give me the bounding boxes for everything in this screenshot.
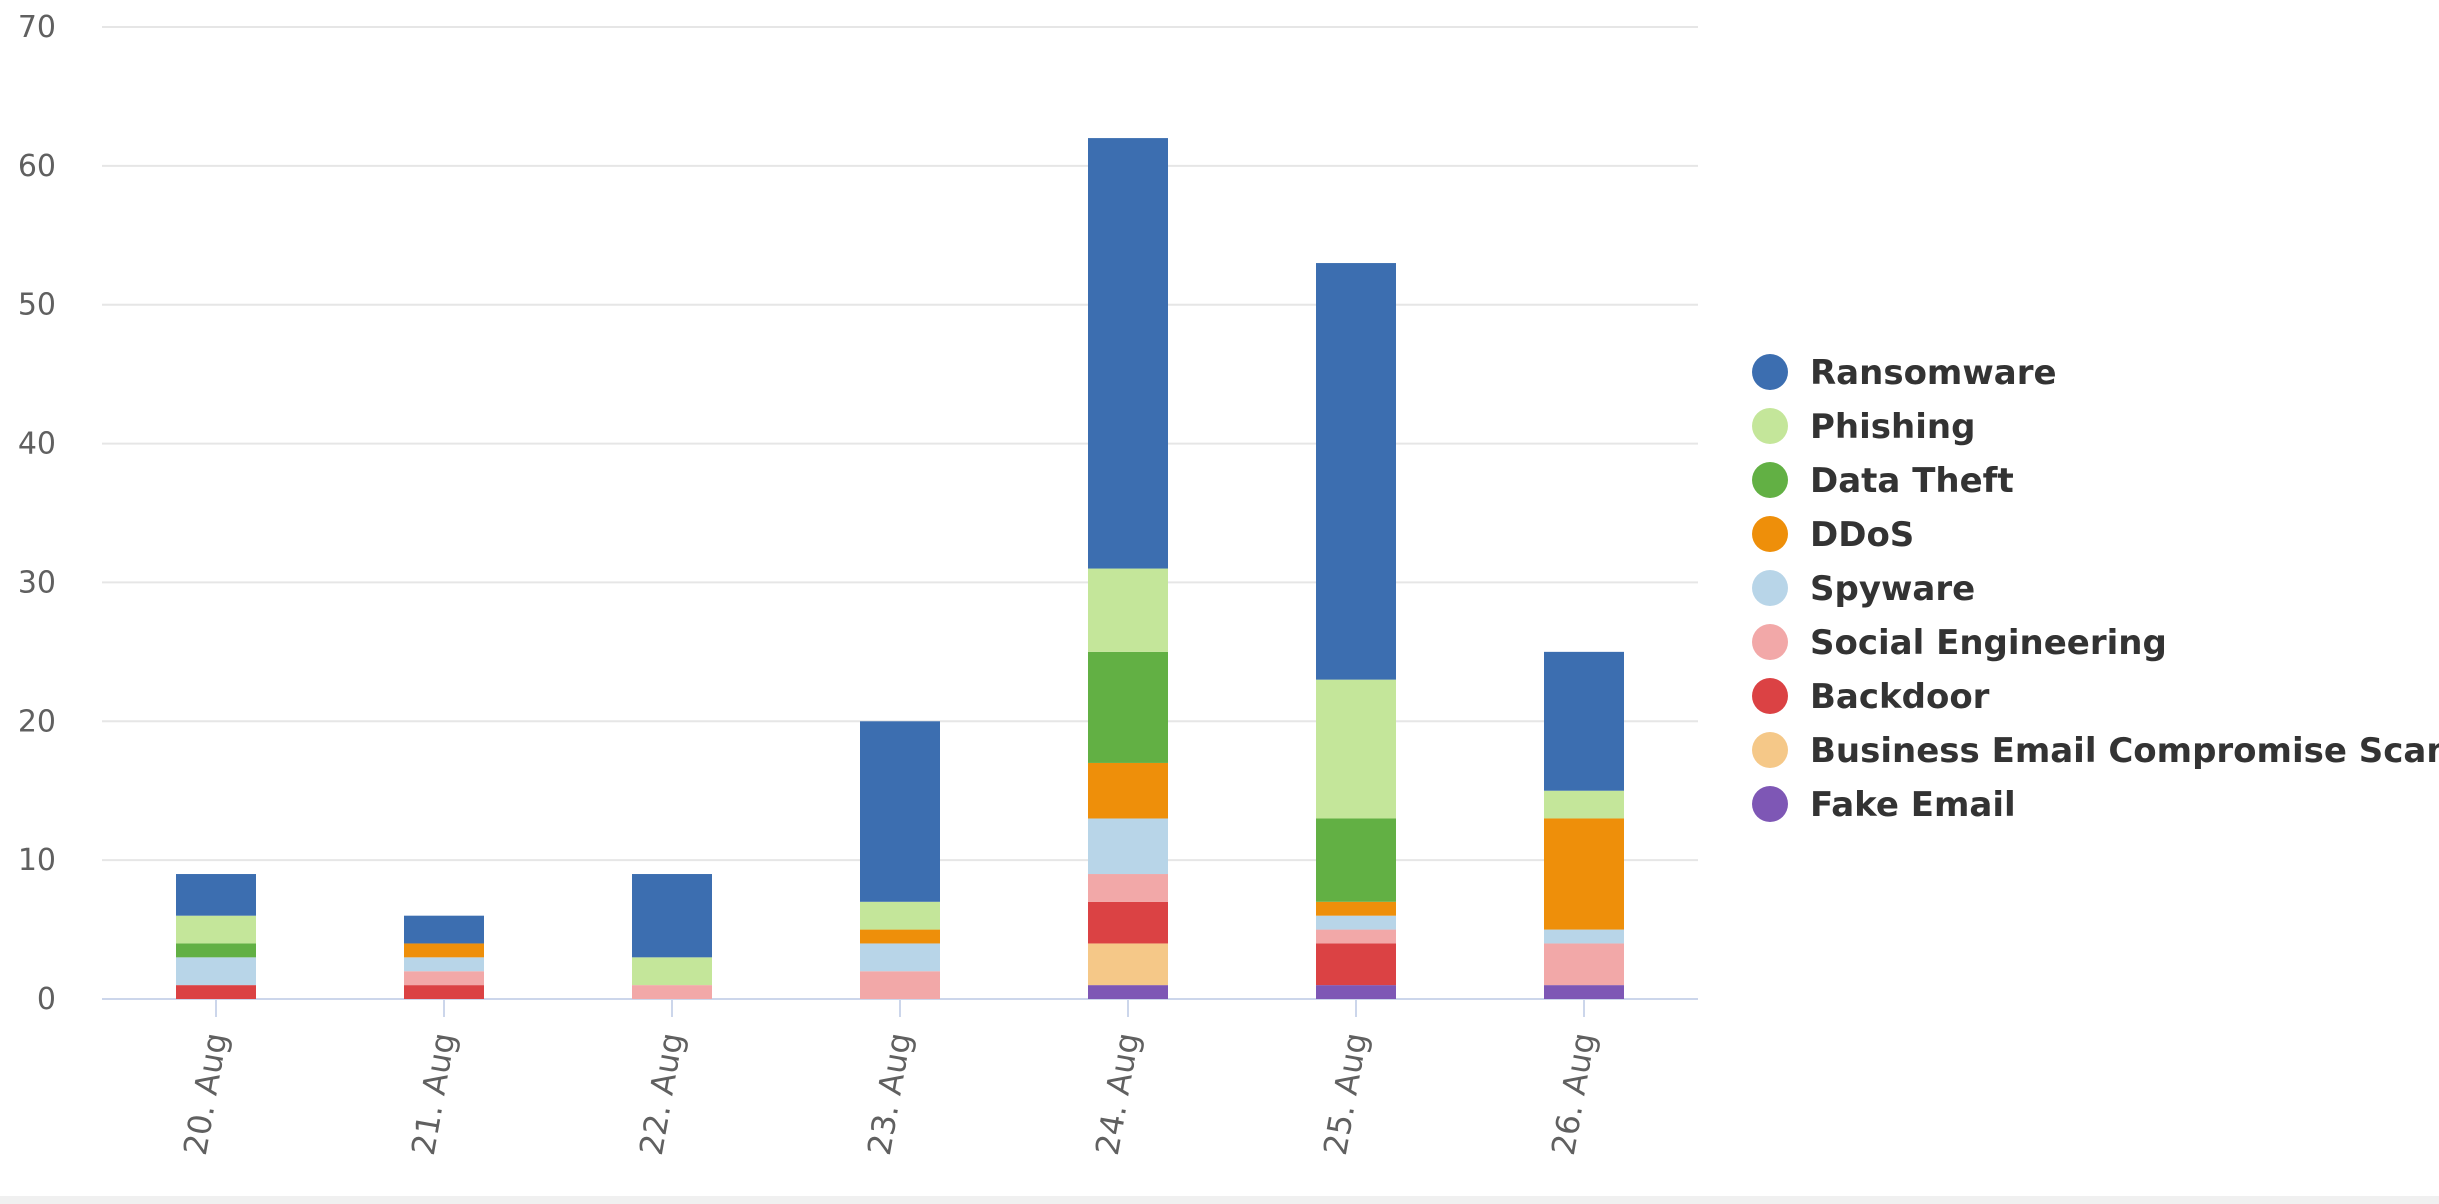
bar-segment [1088, 818, 1168, 875]
legend-label: Spyware [1810, 569, 1975, 609]
bar-segment [860, 943, 940, 972]
bar-segment [632, 874, 712, 958]
bar-segment [176, 943, 256, 958]
y-tick-label: 50 [18, 288, 56, 323]
bar-segment [404, 915, 484, 944]
bar-segment [1544, 790, 1624, 819]
y-tick-label: 20 [18, 704, 56, 739]
bar-segment [632, 957, 712, 986]
bar-segment [1544, 943, 1624, 986]
bar-segment [1316, 263, 1396, 680]
legend-label: Business Email Compromise Scam [1810, 731, 2439, 771]
bar-segment [1088, 651, 1168, 763]
bar-segment [404, 957, 484, 972]
bar-segment [176, 985, 256, 999]
bar-segment [1316, 929, 1396, 944]
bar-segment [1316, 943, 1396, 986]
legend-label: DDoS [1810, 515, 1914, 555]
bar-segment [1544, 985, 1624, 999]
bar-segment [1088, 762, 1168, 819]
x-tick-label: 26. Aug [1544, 1030, 1603, 1158]
bar-segment [404, 943, 484, 958]
bar-segment [1544, 818, 1624, 930]
legend-marker [1752, 732, 1788, 768]
bar-segment [1088, 138, 1168, 569]
legend-marker [1752, 516, 1788, 552]
legend-marker [1752, 570, 1788, 606]
bottom-strip [0, 1196, 2439, 1204]
legend-marker [1752, 678, 1788, 714]
x-tick-label: 23. Aug [860, 1030, 919, 1158]
legend-label: Ransomware [1810, 353, 2057, 393]
bar-segment [1544, 929, 1624, 944]
y-tick-label: 40 [18, 427, 56, 462]
bar-segment [1088, 943, 1168, 986]
bar-segment [860, 901, 940, 930]
bar-segment [176, 874, 256, 916]
x-tick-label: 24. Aug [1088, 1030, 1147, 1158]
bar-segment [176, 957, 256, 986]
bar-segment [1088, 985, 1168, 999]
legend-marker [1752, 462, 1788, 498]
legend-label: Phishing [1810, 407, 1975, 447]
bar-segment [860, 971, 940, 999]
x-tick-label: 20. Aug [176, 1030, 235, 1158]
bar-segment [1316, 985, 1396, 999]
y-tick-label: 30 [18, 565, 56, 600]
bar-segment [632, 985, 712, 999]
bar-segment [1088, 568, 1168, 652]
bar-segment [1316, 915, 1396, 930]
x-tick-label: 25. Aug [1316, 1030, 1375, 1158]
legend-label: Backdoor [1810, 677, 1990, 717]
bar-segment [1544, 651, 1624, 791]
bar-segment [176, 915, 256, 944]
bar-segment [1088, 874, 1168, 902]
legend-marker [1752, 786, 1788, 822]
bar-segment [860, 929, 940, 944]
legend-label: Social Engineering [1810, 623, 2167, 663]
y-tick-label: 10 [18, 843, 56, 878]
legend-marker [1752, 408, 1788, 444]
bar-segment [1088, 901, 1168, 944]
bar-segment [404, 971, 484, 986]
bar-segment [860, 721, 940, 902]
x-tick-label: 21. Aug [404, 1030, 463, 1158]
bar-segment [1316, 679, 1396, 819]
y-tick-label: 60 [18, 149, 56, 184]
y-tick-label: 70 [18, 10, 56, 45]
bar-segment [1316, 818, 1396, 902]
x-tick-label: 22. Aug [632, 1030, 691, 1158]
y-tick-label: 0 [37, 982, 56, 1017]
legend-marker [1752, 354, 1788, 390]
legend-marker [1752, 624, 1788, 660]
legend-label: Fake Email [1810, 785, 2016, 825]
bar-segment [1316, 901, 1396, 916]
legend-label: Data Theft [1810, 461, 2014, 501]
bar-segment [404, 985, 484, 999]
